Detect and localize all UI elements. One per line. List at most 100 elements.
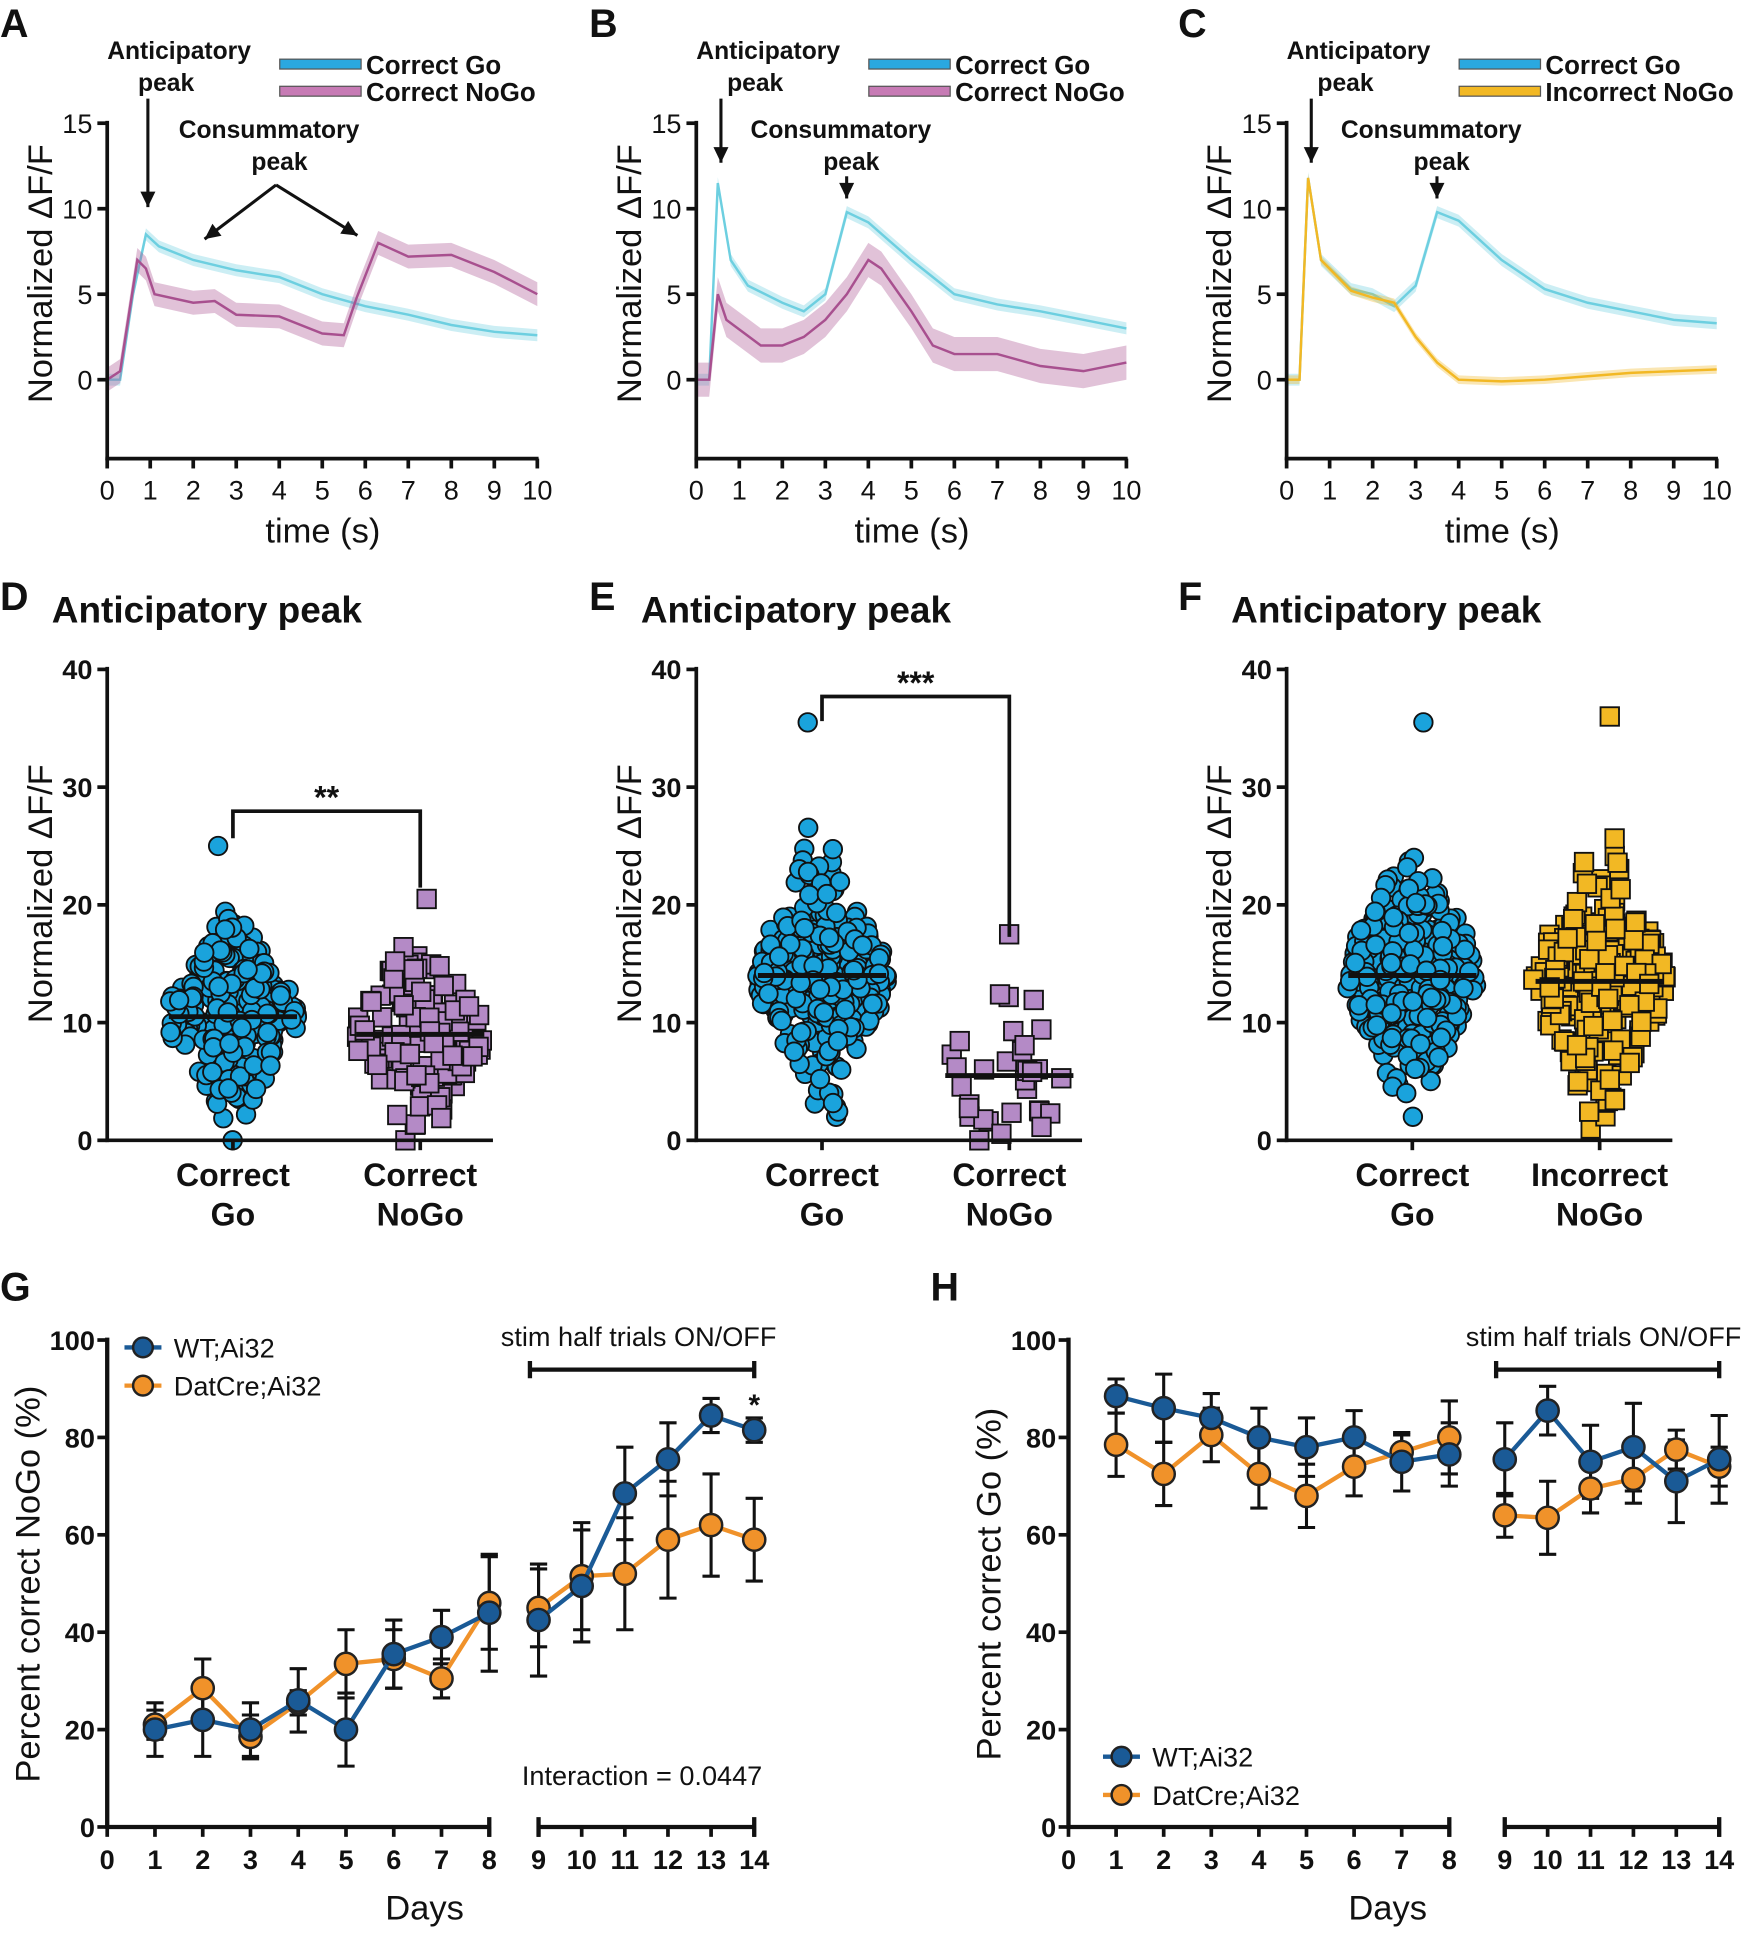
- data-point: [1625, 912, 1646, 933]
- x-tick-label: 4: [291, 1844, 306, 1875]
- data-point: [1246, 1425, 1272, 1450]
- data-point: [367, 1054, 388, 1076]
- panel-label: F: [1178, 575, 1202, 619]
- data-point: [238, 1717, 263, 1742]
- x-tick-label: 2: [1156, 1844, 1171, 1875]
- annotation-anticipatory: peak: [1317, 70, 1373, 97]
- y-tick-label: 10: [651, 1007, 681, 1038]
- data-point: [698, 1403, 724, 1428]
- data-point: [1402, 991, 1423, 1012]
- data-point: [813, 1002, 835, 1023]
- trace-line: [1286, 177, 1717, 383]
- annotation-anticipatory: peak: [138, 70, 194, 97]
- data-point: [431, 1107, 452, 1129]
- data-point: [142, 1717, 168, 1742]
- data-point: [698, 1512, 724, 1538]
- data-point: [862, 993, 883, 1015]
- data-point: [1365, 994, 1386, 1015]
- data-point: [442, 1045, 463, 1066]
- data-point: [361, 991, 382, 1012]
- trace-band: [1286, 173, 1717, 386]
- y-tick-label: 80: [1026, 1422, 1056, 1453]
- data-point: [281, 1009, 302, 1030]
- panel-label: G: [0, 1266, 31, 1310]
- data-point: [1294, 1434, 1319, 1460]
- legend-label: Correct Go: [955, 52, 1090, 80]
- x-tick-label: 0: [100, 1844, 115, 1875]
- data-point: [1365, 934, 1386, 956]
- y-tick-label: 10: [651, 194, 681, 225]
- legend-swatch: [868, 58, 951, 70]
- data-point: [951, 1076, 972, 1097]
- x-tick-label: 6: [386, 1844, 401, 1875]
- y-tick-label: 40: [1242, 654, 1272, 685]
- data-point: [387, 1104, 408, 1126]
- data-point: [1341, 1454, 1367, 1479]
- data-point: [1350, 920, 1372, 941]
- y-axis-label: Normalized ΔF/F: [1201, 764, 1239, 1023]
- y-tick-label: 0: [1257, 365, 1272, 396]
- legend-marker: [1110, 1745, 1133, 1768]
- data-point: [826, 902, 847, 924]
- x-axis-label: Days: [1348, 1889, 1427, 1927]
- legend-label: DatCre;Ai32: [174, 1371, 322, 1402]
- y-tick-label: 30: [62, 772, 92, 803]
- data-point: [190, 1675, 216, 1701]
- arrow-head: [1429, 182, 1445, 199]
- y-tick-label: 5: [1257, 279, 1272, 310]
- data-point: [1639, 973, 1660, 995]
- data-point: [416, 888, 437, 910]
- data-point: [405, 1114, 426, 1135]
- significance-stars: **: [314, 780, 339, 816]
- arrow-head: [839, 182, 855, 199]
- data-point: [1381, 953, 1402, 974]
- x-axis-label: time (s): [265, 512, 380, 550]
- data-point: [1579, 1101, 1600, 1122]
- trace-band: [107, 228, 538, 386]
- y-tick-label: 40: [65, 1617, 95, 1648]
- data-point: [1604, 828, 1625, 849]
- data-point: [1345, 952, 1366, 974]
- x-tick-label: 1: [147, 1844, 162, 1875]
- arrow: [140, 98, 156, 208]
- data-point: [237, 959, 258, 980]
- data-point: [1583, 1015, 1604, 1037]
- data-point: [1619, 1052, 1640, 1074]
- data-point: [1586, 930, 1607, 952]
- y-tick-label: 20: [651, 890, 681, 921]
- trace-line: [1286, 177, 1717, 381]
- data-point: [1621, 1434, 1646, 1460]
- legend-marker: [131, 1374, 155, 1397]
- x-tick-label: 3: [1408, 474, 1423, 505]
- arrow-head: [1303, 147, 1319, 163]
- data-point: [1341, 1425, 1367, 1450]
- y-tick-label: 10: [1242, 194, 1272, 225]
- data-point: [384, 951, 406, 972]
- data-point: [1151, 1395, 1177, 1421]
- y-tick-label: 40: [651, 654, 681, 685]
- x-tick-label: 10: [522, 474, 552, 505]
- y-axis-label: Normalized ΔF/F: [611, 144, 649, 403]
- data-point: [1663, 1468, 1689, 1494]
- trace-band: [107, 230, 538, 392]
- y-tick-label: 80: [65, 1422, 95, 1453]
- data-point: [1364, 901, 1386, 922]
- x-tick-label: 2: [195, 1844, 210, 1875]
- annotation-consummatory: Consummatory: [179, 117, 360, 144]
- panel-title: Anticipatory peak: [52, 590, 363, 631]
- scatter-panel-e: Anticipatory peakCorrectGoCorrectNoGo010…: [611, 590, 1083, 1232]
- data-point: [409, 1096, 431, 1117]
- x-tick-label: 11: [1576, 1844, 1605, 1875]
- data-point: [1631, 1011, 1652, 1032]
- data-point: [1246, 1461, 1272, 1487]
- data-point: [1410, 1033, 1431, 1055]
- data-point: [1023, 989, 1044, 1011]
- data-point: [1607, 852, 1628, 873]
- y-tick-label: 0: [77, 365, 92, 396]
- data-point: [333, 1717, 359, 1742]
- x-tick-label: 6: [358, 474, 373, 505]
- legend-marker: [1110, 1783, 1133, 1807]
- arrow-shaft: [275, 183, 359, 237]
